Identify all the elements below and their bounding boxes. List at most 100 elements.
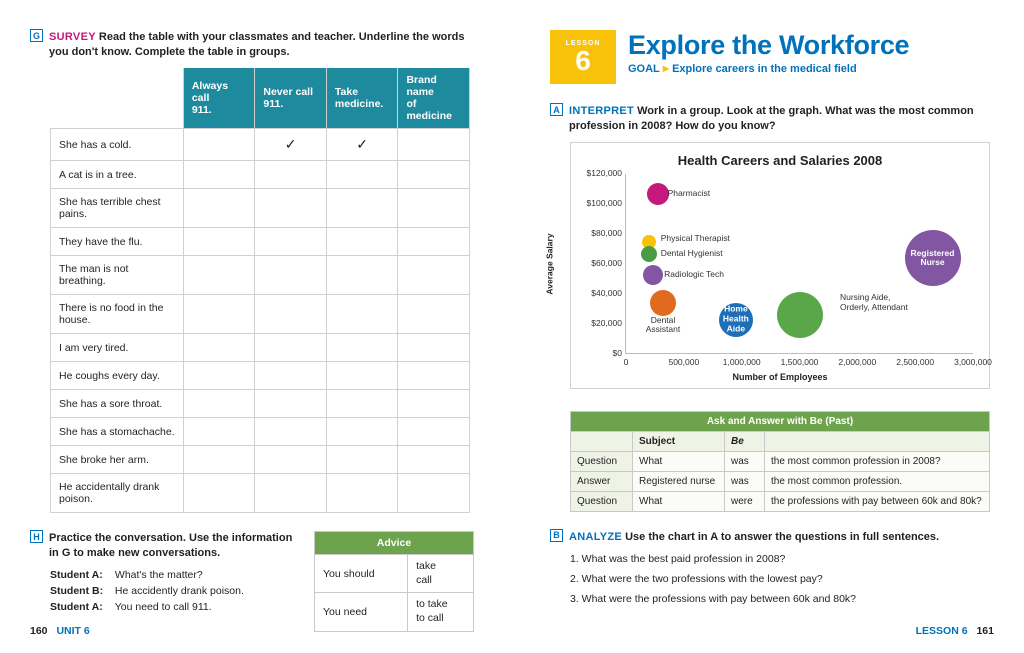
section-a-label: A (550, 103, 563, 116)
x-tick: 2,500,000 (896, 357, 934, 367)
lesson-number: 6 (575, 47, 591, 75)
survey-cell[interactable] (398, 446, 470, 474)
table-row: She has a stomachache. (51, 418, 470, 446)
lesson-title: Explore the Workforce (628, 30, 909, 61)
survey-cell[interactable] (255, 161, 327, 189)
bubble-label: HomeHealthAide (719, 305, 753, 334)
survey-cell[interactable] (183, 129, 255, 161)
survey-cell[interactable]: ✓ (326, 129, 398, 161)
survey-cell[interactable] (398, 418, 470, 446)
survey-cell[interactable] (183, 189, 255, 228)
bubble-label: Radiologic Tech (664, 270, 724, 280)
table-row: QuestionWhatwasthe most common professio… (571, 451, 990, 471)
section-g-label: G (30, 29, 43, 42)
survey-cell[interactable] (183, 334, 255, 362)
survey-rowlabel: She has a stomachache. (51, 418, 184, 446)
advice-r1a: You should (315, 555, 408, 593)
bubble-label: RegisteredNurse (905, 248, 961, 268)
survey-cell[interactable] (255, 295, 327, 334)
survey-cell[interactable] (255, 446, 327, 474)
survey-rowlabel: She broke her arm. (51, 446, 184, 474)
a-text1: Work in a group. Look at the graph. What… (637, 105, 974, 117)
survey-cell[interactable] (326, 362, 398, 390)
survey-cell[interactable] (255, 390, 327, 418)
survey-cell[interactable] (326, 446, 398, 474)
survey-cell[interactable] (398, 295, 470, 334)
advice-r2b: to taketo call (408, 593, 474, 631)
survey-cell[interactable] (326, 390, 398, 418)
section-g-head: G SURVEY Read the table with your classm… (30, 30, 474, 60)
survey-cell[interactable] (183, 474, 255, 513)
x-tick: 1,500,000 (781, 357, 819, 367)
table-row: I am very tired. (51, 334, 470, 362)
page-num-right: 161 (976, 625, 994, 637)
gram-cell: Answer (571, 471, 633, 491)
table-row: She has a cold.✓✓ (51, 129, 470, 161)
lesson-header: LESSON 6 Explore the Workforce GOAL ▶ Ex… (550, 30, 994, 84)
survey-rowlabel: They have the flu. (51, 228, 184, 256)
survey-cell[interactable] (326, 474, 398, 513)
section-h-head: H Practice the conversation. Use the inf… (30, 531, 296, 561)
section-b-label: B (550, 529, 563, 542)
bubble-label: Physical Therapist (661, 234, 730, 244)
survey-cell[interactable] (183, 228, 255, 256)
survey-cell[interactable] (183, 295, 255, 334)
gram-cell: Question (571, 451, 633, 471)
survey-cell[interactable] (255, 362, 327, 390)
table-row: There is no food in the house. (51, 295, 470, 334)
survey-cell[interactable] (183, 256, 255, 295)
y-tick: $80,000 (578, 228, 622, 238)
survey-rowlabel: I am very tired. (51, 334, 184, 362)
survey-cell[interactable] (183, 418, 255, 446)
survey-cell[interactable] (398, 256, 470, 295)
survey-cell[interactable] (326, 228, 398, 256)
survey-cell[interactable] (326, 256, 398, 295)
survey-cell[interactable] (255, 418, 327, 446)
grammar-table: Ask and Answer with Be (Past) SubjectBe … (570, 411, 990, 512)
survey-cell[interactable] (255, 474, 327, 513)
footer-right: LESSON 6 161 (916, 625, 994, 637)
survey-cell[interactable] (398, 334, 470, 362)
table-row: The man is not breathing. (51, 256, 470, 295)
question-list: 1. What was the best paid profession in … (570, 553, 994, 605)
bubble-label: Dental Hygienist (661, 249, 723, 259)
survey-cell[interactable] (326, 189, 398, 228)
survey-cell[interactable] (255, 256, 327, 295)
survey-col-0 (51, 68, 184, 129)
page-right: LESSON 6 Explore the Workforce GOAL ▶ Ex… (512, 0, 1024, 653)
survey-cell[interactable] (398, 362, 470, 390)
lesson-number-box: LESSON 6 (550, 30, 616, 84)
survey-cell[interactable] (398, 129, 470, 161)
gram-cell: the most common profession in 2008? (765, 451, 990, 471)
survey-cell[interactable] (183, 362, 255, 390)
chart-container: Health Careers and Salaries 2008 Average… (570, 142, 990, 389)
gram-cell: was (725, 471, 765, 491)
survey-cell[interactable] (255, 334, 327, 362)
survey-cell[interactable] (183, 161, 255, 189)
survey-cell[interactable] (326, 418, 398, 446)
survey-cell[interactable] (398, 161, 470, 189)
x-tick: 500,000 (668, 357, 699, 367)
g-text1: Read the table with your classmates and … (99, 31, 465, 43)
survey-cell[interactable] (326, 334, 398, 362)
survey-cell[interactable] (326, 295, 398, 334)
survey-cell[interactable] (398, 228, 470, 256)
section-b-head: B ANALYZE Use the chart in A to answer t… (550, 530, 994, 545)
survey-cell[interactable] (398, 189, 470, 228)
table-row: She broke her arm. (51, 446, 470, 474)
advice-table: Advice You should takecall You need to t… (314, 531, 474, 632)
survey-cell[interactable] (326, 161, 398, 189)
bubble-nursing-aide (777, 292, 823, 338)
survey-cell[interactable] (398, 474, 470, 513)
survey-cell[interactable]: ✓ (255, 129, 327, 161)
survey-cell[interactable] (255, 228, 327, 256)
survey-rowlabel: She has a sore throat. (51, 390, 184, 418)
survey-cell[interactable] (255, 189, 327, 228)
question-item: 1. What was the best paid profession in … (570, 553, 994, 565)
survey-cell[interactable] (183, 446, 255, 474)
table-row: She has terrible chest pains. (51, 189, 470, 228)
survey-cell[interactable] (183, 390, 255, 418)
survey-cell[interactable] (398, 390, 470, 418)
table-row: She has a sore throat. (51, 390, 470, 418)
conv-line: Student B: He accidently drank poison. (50, 585, 296, 597)
